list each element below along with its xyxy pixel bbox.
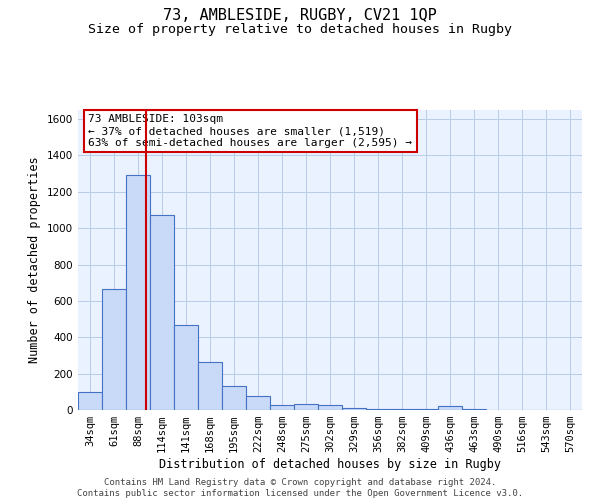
Text: 73 AMBLESIDE: 103sqm
← 37% of detached houses are smaller (1,519)
63% of semi-de: 73 AMBLESIDE: 103sqm ← 37% of detached h…	[88, 114, 412, 148]
Bar	[222, 386, 246, 410]
Text: 73, AMBLESIDE, RUGBY, CV21 1QP: 73, AMBLESIDE, RUGBY, CV21 1QP	[163, 8, 437, 22]
Bar	[174, 326, 198, 410]
Bar	[150, 216, 174, 410]
Bar	[78, 392, 102, 410]
Bar	[414, 409, 438, 410]
Bar	[246, 396, 270, 410]
Bar	[102, 289, 126, 410]
Bar	[270, 406, 294, 410]
Bar	[126, 176, 150, 410]
Text: Contains HM Land Registry data © Crown copyright and database right 2024.
Contai: Contains HM Land Registry data © Crown c…	[77, 478, 523, 498]
Bar	[462, 409, 486, 410]
Bar	[318, 406, 342, 410]
Bar	[366, 409, 390, 410]
Y-axis label: Number of detached properties: Number of detached properties	[28, 156, 41, 364]
Bar	[390, 409, 414, 410]
X-axis label: Distribution of detached houses by size in Rugby: Distribution of detached houses by size …	[159, 458, 501, 471]
Text: Size of property relative to detached houses in Rugby: Size of property relative to detached ho…	[88, 22, 512, 36]
Bar	[438, 406, 462, 410]
Bar	[342, 408, 366, 410]
Bar	[294, 404, 318, 410]
Bar	[198, 362, 222, 410]
